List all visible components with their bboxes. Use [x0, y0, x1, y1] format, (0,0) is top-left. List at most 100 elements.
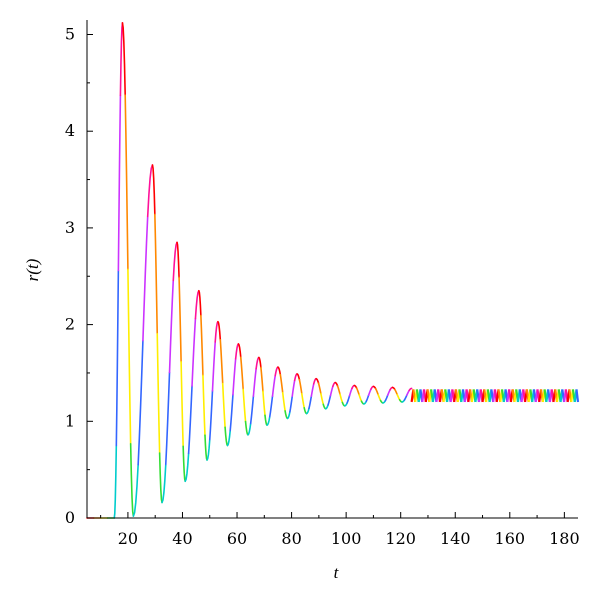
series-segment [310, 383, 315, 397]
x-axis: 20 40 60 80 100 120 140 160 180 [87, 512, 580, 548]
series-segment [204, 434, 208, 461]
series-segment [408, 387, 413, 392]
series-segment [289, 395, 294, 413]
series-segment [315, 377, 320, 384]
series-segment [334, 381, 339, 387]
series-segment [132, 463, 139, 517]
series-segment [255, 356, 260, 370]
series-segment [244, 420, 249, 436]
series-segment [365, 394, 370, 403]
x-tick-label: 120 [385, 529, 416, 548]
series-segment [296, 373, 301, 381]
series-segment [363, 400, 368, 405]
series-segment [249, 395, 255, 425]
y-tick-label: 5 [65, 25, 75, 44]
series-segment [327, 394, 332, 406]
series-segment [367, 388, 372, 396]
series-segment [386, 388, 391, 396]
series-segment [161, 463, 167, 504]
series-segment [200, 314, 204, 377]
series-segment [127, 268, 132, 445]
series-segment [258, 356, 262, 369]
series-segment [154, 213, 159, 335]
series-segment [324, 404, 329, 410]
series-segment [308, 395, 313, 410]
x-tick-label: 140 [440, 529, 471, 548]
series-segment [232, 358, 237, 396]
series-segment [247, 422, 252, 436]
series-segment [121, 22, 126, 96]
series-segment [346, 394, 351, 404]
series-segment [271, 374, 277, 397]
series-segment [202, 374, 206, 436]
series-segment [317, 382, 322, 395]
series-segment [403, 394, 408, 401]
series-segment [191, 317, 197, 387]
series-segment [281, 391, 286, 412]
series-segment [301, 392, 305, 409]
series-segment [214, 320, 219, 343]
series-segment [274, 366, 279, 377]
series-segment [237, 343, 242, 359]
series-segment [176, 241, 180, 279]
series-segment [353, 384, 358, 390]
series-segment [229, 393, 234, 432]
y-tick-label: 1 [65, 411, 75, 430]
x-tick-label: 160 [495, 529, 526, 548]
y-axis: 0 1 2 3 4 5 [65, 20, 93, 527]
series-segment [178, 276, 182, 363]
series-segment [137, 339, 144, 466]
y-tick-label: 3 [65, 218, 75, 237]
series-segment [320, 392, 325, 406]
series-segment [211, 341, 217, 392]
series-segment [221, 382, 226, 429]
series-segment [182, 445, 186, 483]
series-segment [172, 241, 178, 282]
series-segment [168, 279, 175, 374]
series-segment [234, 343, 240, 360]
x-tick-label: 20 [118, 529, 138, 548]
series-segment [298, 378, 303, 395]
series-segment [252, 368, 257, 397]
series-segment [329, 385, 334, 397]
series-segment [286, 411, 291, 420]
series-segment [226, 429, 232, 447]
series-segment [115, 269, 120, 447]
x-tick-label: 80 [281, 529, 301, 548]
series-segment [206, 438, 211, 461]
series-segment [355, 387, 360, 396]
series-segment [119, 22, 124, 97]
series-segment [187, 385, 193, 455]
series-segment [219, 339, 224, 385]
series-segment [266, 415, 271, 426]
y-axis-label: r(t) [23, 258, 42, 281]
series-segment [158, 452, 163, 504]
series-segment [217, 320, 222, 341]
series-segment [384, 394, 389, 402]
x-tick-label: 180 [549, 529, 580, 548]
y-tick-label: 2 [65, 315, 75, 334]
y-tick-label: 4 [65, 121, 75, 140]
series-segment [375, 388, 379, 396]
series-segment [312, 377, 317, 385]
series-segment [268, 395, 274, 418]
series-segment [303, 406, 308, 415]
x-axis-label: t [334, 563, 340, 582]
series-segment [348, 387, 353, 397]
series-segment [293, 373, 298, 382]
series-segment [142, 215, 149, 342]
series-segment [339, 393, 344, 404]
series-segment [117, 94, 122, 272]
plot-area [86, 22, 580, 519]
series-segment [377, 393, 382, 402]
series-segment [198, 289, 202, 317]
series-segment [124, 94, 129, 271]
series-segment [113, 444, 118, 519]
x-tick-label: 60 [227, 529, 247, 548]
series-segment [358, 393, 363, 402]
series-segment [146, 164, 154, 218]
series-segment [264, 414, 268, 426]
series-segment [343, 402, 348, 407]
series-segment [305, 407, 310, 415]
series-segment [180, 361, 184, 448]
